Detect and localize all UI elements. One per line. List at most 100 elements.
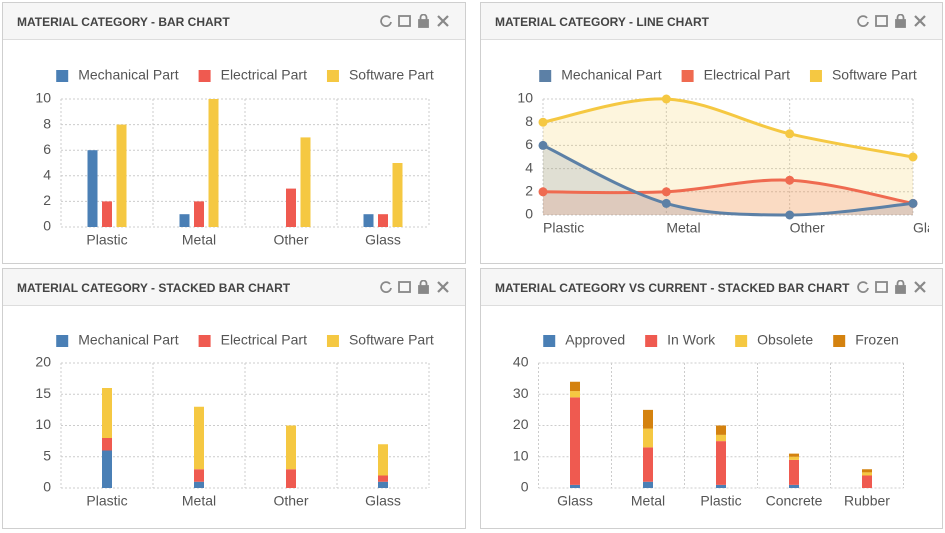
- chart: Mechanical Part Electrical Part Software P…: [35, 332, 434, 509]
- bar: [643, 409, 653, 429]
- panel-title: MATERIAL CATEGORY - STACKED BAR CHART: [17, 281, 291, 295]
- legend-swatch: [326, 70, 339, 82]
- area: [543, 98, 913, 215]
- legend: Mechanical Part Electrical Part Software P…: [56, 332, 434, 348]
- panel: Approved In Work Obsolete Frozen 0 10 20 30 40 Gl…: [480, 268, 943, 529]
- x-tick-label: Metal: [182, 493, 216, 509]
- bar: [300, 137, 311, 227]
- x-tick-label: Other: [790, 220, 825, 236]
- y-tick-label: 5: [43, 447, 51, 463]
- legend-label: Electrical Part: [704, 67, 790, 83]
- x-tick-label: Plastic: [543, 220, 584, 236]
- y-tick-label: 15: [35, 385, 51, 401]
- y-tick-label: 20: [35, 354, 51, 370]
- bar: [116, 124, 127, 227]
- legend: Mechanical Part Electrical Part Software P…: [56, 67, 434, 83]
- x-tick-label: Glass: [365, 232, 401, 248]
- bar: [87, 150, 98, 227]
- bar: [378, 481, 388, 488]
- bar: [102, 201, 112, 227]
- bar: [716, 434, 726, 442]
- marker: [785, 175, 795, 185]
- marker: [538, 117, 548, 127]
- panel: Mechanical Part Electrical Part Software P…: [2, 2, 466, 264]
- y-tick-label: 2: [525, 183, 533, 199]
- bar: [570, 381, 580, 392]
- y-tick-label: 6: [43, 141, 51, 157]
- panel-tools[interactable]: [379, 280, 451, 294]
- chart: Mechanical Part Electrical Part Software P…: [517, 67, 929, 236]
- bar: [643, 481, 653, 488]
- line: [542, 144, 914, 217]
- panel-title: MATERIAL CATEGORY - BAR CHART: [17, 15, 230, 29]
- bar: [102, 438, 112, 451]
- marker: [538, 140, 548, 150]
- x-tick-label: Plastic: [86, 232, 127, 248]
- area: [543, 179, 913, 215]
- bar: [643, 447, 653, 482]
- legend-label: Electrical Part: [221, 332, 307, 348]
- legend-label: Software Part: [349, 332, 434, 348]
- y-tick-label: 10: [513, 447, 529, 463]
- y-tick-label: 10: [35, 90, 51, 106]
- bar: [378, 214, 388, 227]
- bar: [194, 201, 204, 227]
- x-tick-label: Plastic: [700, 493, 741, 509]
- legend-swatch: [539, 70, 552, 82]
- bar: [570, 397, 580, 485]
- marker: [785, 210, 795, 220]
- panel-tools[interactable]: [856, 280, 928, 294]
- panel-tools[interactable]: [379, 14, 451, 28]
- y-tick-label: 0: [43, 218, 51, 234]
- y-tick-label: 30: [513, 385, 529, 401]
- bar: [208, 99, 219, 227]
- bar: [862, 475, 872, 488]
- bar: [286, 188, 296, 227]
- bar: [789, 453, 799, 457]
- x-tick-label: Glass: [557, 493, 593, 509]
- bar: [102, 388, 112, 438]
- legend-label: Obsolete: [757, 332, 813, 348]
- x-tick-label: Glass: [913, 220, 929, 236]
- bar: [789, 456, 799, 460]
- legend: Approved In Work Obsolete Frozen: [543, 332, 899, 348]
- y-tick-label: 0: [43, 479, 51, 495]
- y-tick-label: 10: [35, 416, 51, 432]
- legend-swatch: [543, 335, 556, 347]
- line: [542, 178, 914, 205]
- bar: [716, 484, 726, 488]
- bar: [643, 428, 653, 448]
- bar: [716, 425, 726, 435]
- legend-swatch: [326, 335, 339, 347]
- bar: [363, 214, 374, 227]
- bar: [789, 459, 799, 485]
- y-tick-label: 0: [521, 479, 529, 495]
- y-tick-label: 4: [43, 167, 51, 183]
- bar: [194, 469, 204, 482]
- panel-title: MATERIAL CATEGORY VS CURRENT - STACKED B…: [495, 281, 850, 295]
- area: [543, 145, 913, 215]
- y-tick-label: 10: [517, 90, 533, 106]
- y-tick-label: 6: [525, 136, 533, 152]
- y-tick-label: 40: [513, 354, 529, 370]
- y-tick-label: 20: [513, 416, 529, 432]
- x-tick-label: Glass: [365, 493, 401, 509]
- marker: [661, 187, 671, 197]
- bar: [286, 425, 296, 470]
- bar: [286, 469, 296, 488]
- panel-tools[interactable]: [856, 14, 928, 28]
- legend-swatch: [56, 335, 69, 347]
- legend-label: Mechanical Part: [561, 67, 661, 83]
- legend-label: Software Part: [832, 67, 917, 83]
- bar: [194, 481, 204, 488]
- bar: [102, 450, 112, 488]
- y-tick-label: 0: [525, 206, 533, 222]
- legend-swatch: [198, 70, 211, 82]
- legend-swatch: [681, 70, 694, 82]
- legend-label: In Work: [667, 332, 716, 348]
- marker: [908, 198, 918, 208]
- legend-label: Frozen: [855, 332, 899, 348]
- legend-swatch: [735, 335, 748, 347]
- line: [542, 97, 914, 159]
